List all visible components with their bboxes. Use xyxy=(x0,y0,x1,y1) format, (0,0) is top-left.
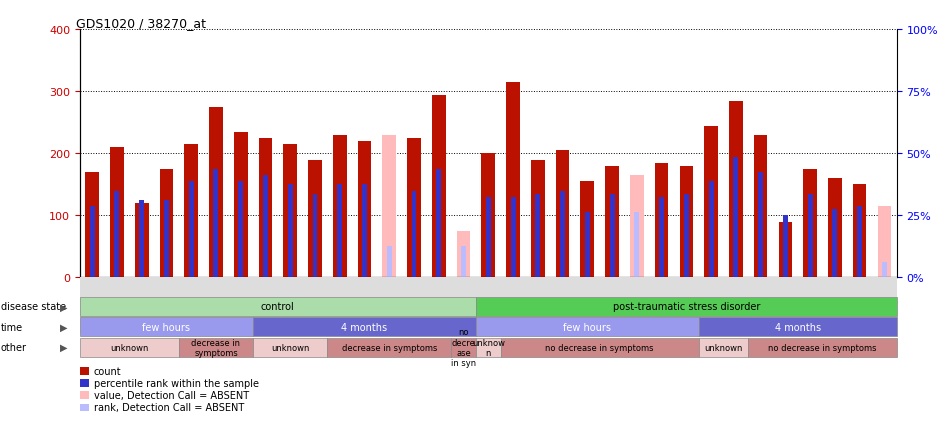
Bar xyxy=(882,262,886,278)
Text: no decrease in symptoms: no decrease in symptoms xyxy=(546,343,654,352)
Bar xyxy=(832,210,838,278)
Text: time: time xyxy=(1,322,23,332)
Bar xyxy=(506,83,520,278)
Text: no
decre
ase
in syn: no decre ase in syn xyxy=(451,327,476,368)
Text: ▶: ▶ xyxy=(60,322,68,332)
Bar xyxy=(85,173,99,278)
Bar xyxy=(878,207,891,278)
Bar xyxy=(580,182,594,278)
Text: decrease in symptoms: decrease in symptoms xyxy=(342,343,437,352)
Text: unknown: unknown xyxy=(271,343,310,352)
Bar xyxy=(778,222,793,278)
Bar xyxy=(160,170,174,278)
Bar xyxy=(209,108,223,278)
Text: few hours: few hours xyxy=(143,322,191,332)
Text: 4 months: 4 months xyxy=(342,322,388,332)
Bar xyxy=(461,247,466,278)
Bar xyxy=(783,216,788,278)
Bar xyxy=(234,132,248,278)
Text: no decrease in symptoms: no decrease in symptoms xyxy=(768,343,877,352)
Bar xyxy=(654,163,669,278)
Bar xyxy=(606,166,619,278)
Bar xyxy=(115,191,119,278)
Bar xyxy=(630,176,643,278)
Bar xyxy=(164,201,169,278)
Bar xyxy=(709,182,714,278)
Text: GDS1020 / 38270_at: GDS1020 / 38270_at xyxy=(76,17,206,30)
Bar xyxy=(609,194,614,278)
Bar xyxy=(263,176,268,278)
Bar xyxy=(90,207,95,278)
Bar xyxy=(239,182,243,278)
Bar xyxy=(110,148,124,278)
Bar xyxy=(560,191,565,278)
Bar xyxy=(135,204,148,278)
Text: few hours: few hours xyxy=(563,322,611,332)
Bar xyxy=(754,135,767,278)
Bar xyxy=(535,194,540,278)
Bar xyxy=(284,145,297,278)
Bar xyxy=(308,160,322,278)
Bar xyxy=(853,185,867,278)
Text: control: control xyxy=(261,302,295,312)
Bar xyxy=(511,197,516,278)
Bar xyxy=(184,145,198,278)
Text: unknown: unknown xyxy=(110,343,148,352)
Bar xyxy=(659,197,664,278)
Text: unknown: unknown xyxy=(704,343,743,352)
Bar xyxy=(733,157,738,278)
Text: ▶: ▶ xyxy=(60,302,68,312)
Text: unknow
n: unknow n xyxy=(471,338,505,357)
Bar xyxy=(704,126,718,278)
Bar xyxy=(729,102,743,278)
Bar xyxy=(585,213,590,278)
Bar xyxy=(408,138,421,278)
Text: decrease in
symptoms: decrease in symptoms xyxy=(192,338,240,357)
Bar xyxy=(189,182,193,278)
Text: other: other xyxy=(1,342,27,352)
Bar xyxy=(258,138,272,278)
Bar xyxy=(287,185,293,278)
Text: percentile rank within the sample: percentile rank within the sample xyxy=(94,378,259,388)
Bar xyxy=(828,179,841,278)
Text: 4 months: 4 months xyxy=(775,322,821,332)
Bar xyxy=(482,154,495,278)
Bar xyxy=(808,194,812,278)
Bar xyxy=(362,185,367,278)
Bar xyxy=(531,160,545,278)
Bar xyxy=(684,194,689,278)
Bar xyxy=(139,201,145,278)
Bar xyxy=(387,247,392,278)
Bar xyxy=(803,170,817,278)
Text: disease state: disease state xyxy=(1,302,66,312)
Bar xyxy=(337,185,342,278)
Bar xyxy=(313,194,317,278)
Bar xyxy=(485,197,491,278)
Bar xyxy=(857,207,862,278)
Bar xyxy=(437,170,441,278)
Text: rank, Detection Call = ABSENT: rank, Detection Call = ABSENT xyxy=(94,403,244,412)
Bar xyxy=(758,173,763,278)
Bar xyxy=(432,95,446,278)
Bar xyxy=(456,231,470,278)
Bar xyxy=(213,170,219,278)
Text: value, Detection Call = ABSENT: value, Detection Call = ABSENT xyxy=(94,391,249,400)
Text: post-traumatic stress disorder: post-traumatic stress disorder xyxy=(612,302,760,312)
Bar xyxy=(556,151,569,278)
Bar xyxy=(333,135,346,278)
Bar xyxy=(382,135,396,278)
Bar xyxy=(680,166,693,278)
Text: count: count xyxy=(94,366,121,376)
Bar xyxy=(358,141,371,278)
Bar xyxy=(635,213,639,278)
Bar xyxy=(411,191,417,278)
Text: ▶: ▶ xyxy=(60,342,68,352)
